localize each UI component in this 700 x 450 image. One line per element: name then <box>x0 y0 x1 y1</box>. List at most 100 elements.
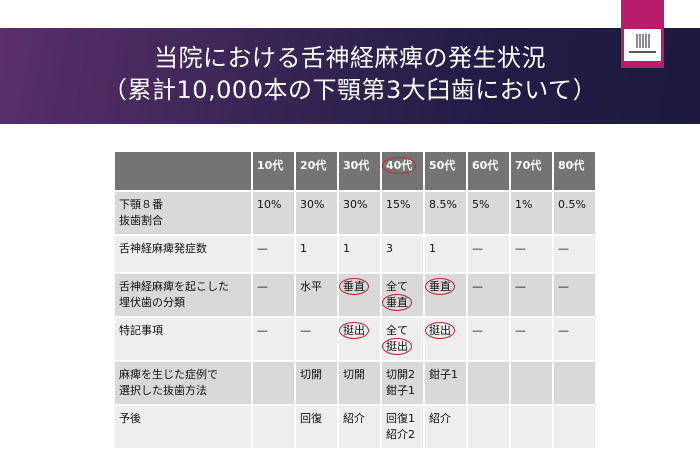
header-age-3: 30代 <box>339 152 380 190</box>
title-line-2: （累計10,000本の下顎第3大臼歯において） <box>102 76 598 104</box>
table-cell: — <box>253 274 294 316</box>
cell-text: — <box>472 280 483 293</box>
cell-text: — <box>257 242 268 255</box>
table-cell: 挺出 <box>425 318 466 360</box>
table-cell <box>468 362 509 404</box>
table-cell: — <box>253 236 294 272</box>
cell-text: 1% <box>515 198 533 211</box>
header-label: 80代 <box>558 159 585 172</box>
table-cell: 全て 挺出 <box>382 318 423 360</box>
header-age-4: 40代 <box>382 152 423 190</box>
table-cell: — <box>554 274 595 316</box>
cell-text: 10% <box>257 198 282 211</box>
cell-text: — <box>515 324 526 337</box>
table-cell: — <box>468 318 509 360</box>
row-label-line: 埋伏歯の分類 <box>119 296 185 309</box>
cell-text: 挺出 <box>382 338 412 355</box>
cell-text: 紹介2 <box>386 428 415 441</box>
row-label-line: 特記事項 <box>119 324 163 337</box>
table-cell: 垂直 <box>339 274 380 316</box>
table-cell: 3 <box>382 236 423 272</box>
table-row: 下顎８番 抜歯割合 10% 30% 30% 15% 8.5% 5% 1% 0.5% <box>115 192 595 234</box>
row-label-line: 下顎８番 <box>119 198 163 211</box>
row-label: 予後 <box>115 406 251 448</box>
table-cell: 回復 <box>296 406 337 448</box>
header-label: 50代 <box>429 159 456 172</box>
table-row: 麻痺を生じた症例で 選択した抜歯方法 切開 切開 切開2 鉗子1 鉗子1 <box>115 362 595 404</box>
cell-text: 挺出 <box>425 322 455 339</box>
table-cell: — <box>511 318 552 360</box>
cell-text: 紹介 <box>343 412 365 425</box>
table-cell <box>554 362 595 404</box>
cell-text: 切開2 <box>386 368 415 381</box>
cell-text: — <box>515 242 526 255</box>
table-cell <box>511 362 552 404</box>
row-label: 麻痺を生じた症例で 選択した抜歯方法 <box>115 362 251 404</box>
cell-text: 3 <box>386 242 393 255</box>
table-cell: — <box>511 274 552 316</box>
header-label: 40代 <box>382 157 417 174</box>
table-cell: 全て 垂直 <box>382 274 423 316</box>
table-cell: 水平 <box>296 274 337 316</box>
header-age-1: 10代 <box>253 152 294 190</box>
row-label: 下顎８番 抜歯割合 <box>115 192 251 234</box>
title-band <box>0 28 700 124</box>
table-cell: 切開2 鉗子1 <box>382 362 423 404</box>
row-label-line: 舌神経麻痺発症数 <box>119 242 207 255</box>
header-row: 10代 20代 30代 40代 50代 60代 70代 80代 <box>115 152 595 190</box>
cell-text: 8.5% <box>429 198 457 211</box>
slide-title: 当院における舌神経麻痺の発生状況 （累計10,000本の下顎第3大臼歯において） <box>0 42 700 106</box>
cell-text: 回復1 <box>386 412 415 425</box>
cell-text: — <box>558 280 569 293</box>
cell-text: 15% <box>386 198 411 211</box>
table-cell: 回復1 紹介2 <box>382 406 423 448</box>
header-label: 20代 <box>300 159 327 172</box>
table-cell: 0.5% <box>554 192 595 234</box>
logo-mark <box>624 29 661 61</box>
row-label-line: 予後 <box>119 412 141 425</box>
cell-text: 全て <box>386 280 408 293</box>
cell-text: 挺出 <box>339 322 369 339</box>
header-age-2: 20代 <box>296 152 337 190</box>
table-cell: — <box>554 236 595 272</box>
cell-text: 0.5% <box>558 198 586 211</box>
table-row: 舌神経麻痺発症数 — 1 1 3 1 — — — <box>115 236 595 272</box>
table-cell <box>554 406 595 448</box>
table-cell: 1 <box>296 236 337 272</box>
row-label-line: 舌神経麻痺を起こした <box>119 280 229 293</box>
header-label: 60代 <box>472 159 499 172</box>
cell-text: — <box>558 242 569 255</box>
header-label: 10代 <box>257 159 284 172</box>
row-label-line: 麻痺を生じた症例で <box>119 368 218 381</box>
header-label: 70代 <box>515 159 542 172</box>
header-age-5: 50代 <box>425 152 466 190</box>
row-label-line: 選択した抜歯方法 <box>119 384 207 397</box>
table-cell: 5% <box>468 192 509 234</box>
table-cell: — <box>511 236 552 272</box>
table-cell <box>253 362 294 404</box>
table-cell: 鉗子1 <box>425 362 466 404</box>
header-label: 30代 <box>343 159 370 172</box>
table-cell: 紹介 <box>425 406 466 448</box>
cell-text: — <box>300 324 311 337</box>
row-label: 特記事項 <box>115 318 251 360</box>
cell-text: 1 <box>429 242 436 255</box>
table-cell: 切開 <box>339 362 380 404</box>
cell-text: — <box>257 324 268 337</box>
table-cell: — <box>554 318 595 360</box>
cell-text: 垂直 <box>425 278 455 295</box>
cell-text: 5% <box>472 198 490 211</box>
table-row: 特記事項 — — 挺出 全て 挺出 挺出 — — — <box>115 318 595 360</box>
table-row: 予後 回復 紹介 回復1 紹介2 紹介 <box>115 406 595 448</box>
table-cell: 挺出 <box>339 318 380 360</box>
cell-text: — <box>472 242 483 255</box>
header-blank <box>115 152 251 190</box>
table-cell: 15% <box>382 192 423 234</box>
header-age-6: 60代 <box>468 152 509 190</box>
nerve-paralysis-table: 10代 20代 30代 40代 50代 60代 70代 80代 下顎８番 抜歯割合 10% 30% 3… <box>113 150 597 450</box>
table-cell <box>253 406 294 448</box>
title-line-1: 当院における舌神経麻痺の発生状況 <box>154 44 546 72</box>
cell-text: 全て <box>386 324 408 337</box>
cell-text: — <box>257 280 268 293</box>
header-age-8: 80代 <box>554 152 595 190</box>
